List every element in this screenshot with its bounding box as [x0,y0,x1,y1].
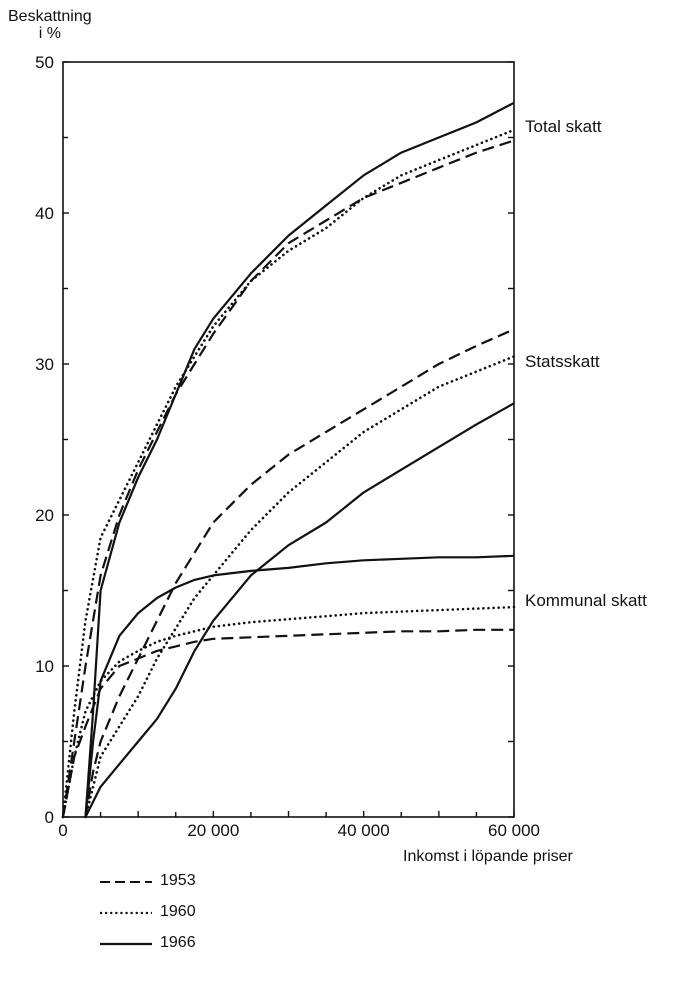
label-kommunal-skatt: Kommunal skatt [525,591,647,610]
y-tick-label: 0 [45,808,54,827]
x-axis-label: Inkomst i löpande priser [403,848,573,865]
y-tick-label: 50 [35,53,54,72]
series-line-kommunal-1953 [61,628,514,818]
axes: 0 10 20 30 40 50 0 20 000 40 000 60 000 [35,53,540,840]
series-line-kommunal-1960 [61,605,516,819]
legend-item-1966: 1966 [100,934,300,965]
series-line-kommunal-1966 [84,554,515,818]
series-line-total-1953 [61,139,515,818]
legend-label-1960: 1960 [160,903,196,920]
y-tick-label: 30 [35,355,54,374]
legend-item-1960: 1960 [100,903,300,934]
label-statsskatt: Statsskatt [525,352,600,371]
legend-item-1953: 1953 [100,872,300,903]
legend-swatch-solid [100,942,152,946]
series-line-stat-1966 [84,402,515,818]
series-line-stat-1953 [84,328,515,818]
y-tick-label: 40 [35,204,54,223]
x-tick-label: 20 000 [187,821,239,840]
series-line-total-1960 [61,128,516,819]
y-axis-label-line-1: Beskattning [8,8,92,25]
label-total-skatt: Total skatt [525,117,602,136]
legend-swatch-dotted [100,911,152,915]
x-tick-label: 60 000 [488,821,540,840]
y-tick-label: 20 [35,506,54,525]
series-lines [61,101,516,819]
y-axis-label: Beskattning i % [8,8,92,42]
y-tick-label: 10 [35,657,54,676]
series-line-total-1966 [84,101,515,818]
plot-frame [62,61,515,818]
legend-label-1953: 1953 [160,872,196,889]
legend-swatch-dashed [100,881,152,883]
legend: 1953 1960 1966 [100,872,300,965]
x-tick-label: 40 000 [338,821,390,840]
x-tick-label: 0 [58,821,67,840]
y-axis-label-line-2: i % [38,25,61,42]
series-line-stat-1960 [84,355,516,819]
legend-label-1966: 1966 [160,934,196,951]
